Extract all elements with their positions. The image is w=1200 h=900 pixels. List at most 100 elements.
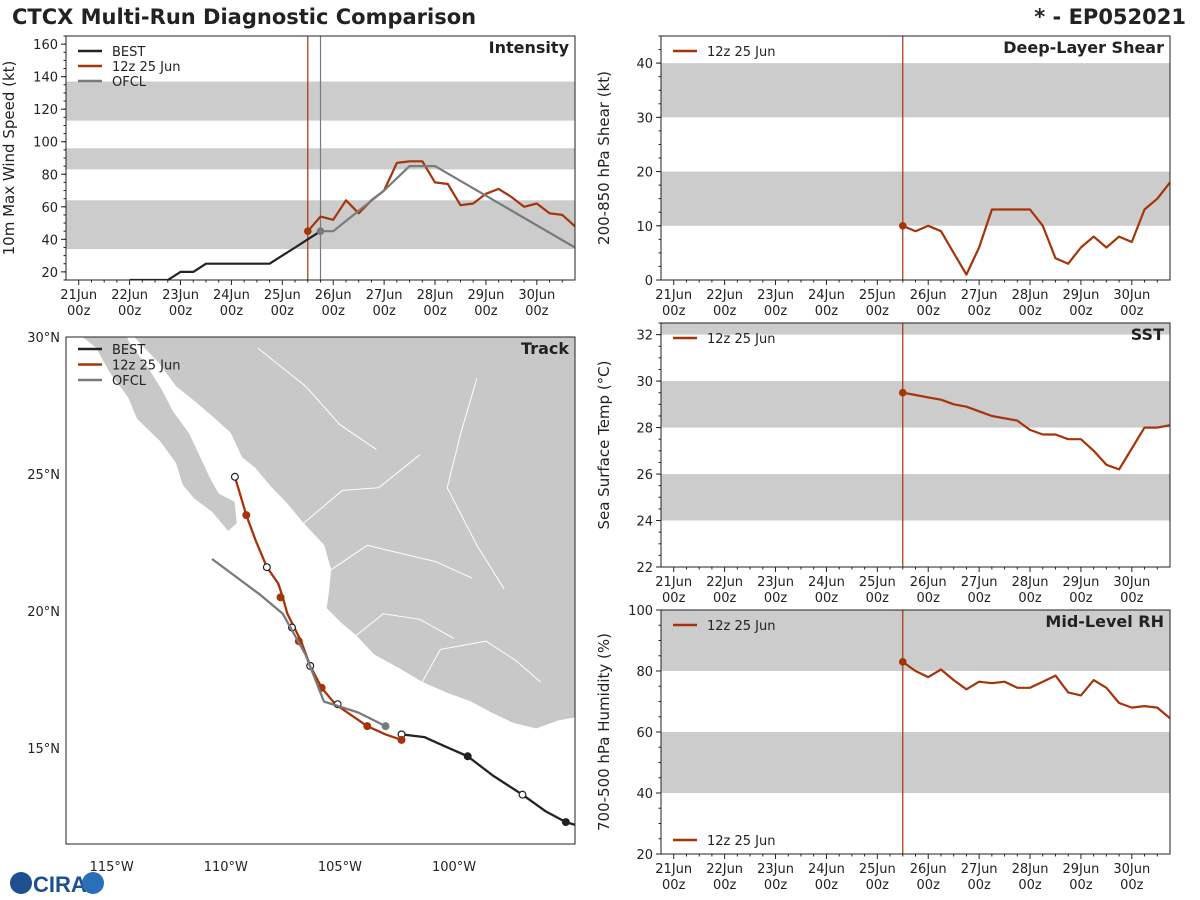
figure-title: CTCX Multi-Run Diagnostic Comparison (12, 5, 477, 29)
sst-panel: 22242628303221Jun00z22Jun00z23Jun00z24Ju… (595, 322, 1171, 606)
shear-band (661, 171, 1170, 226)
intensity-ytick-label: 60 (41, 201, 58, 216)
sst-ytick-label: 32 (636, 329, 653, 344)
sst-xtick-day: 30Jun (1113, 575, 1150, 590)
cira-globe-icon (10, 872, 32, 894)
intensity-xtick-day: 27Jun (366, 288, 403, 303)
shear-xtick-day: 30Jun (1113, 288, 1150, 303)
shear-xtick-hour: 00z (917, 304, 941, 319)
noaa-seal-icon (82, 872, 104, 894)
sst-band (661, 323, 1170, 335)
rh-xtick-day: 26Jun (910, 862, 947, 877)
track-ytick-label: 20°N (27, 605, 60, 620)
intensity-xtick-hour: 00z (118, 304, 142, 319)
shear-xtick-day: 25Jun (859, 288, 896, 303)
intensity-plot-area (66, 36, 575, 280)
rh-xtick-hour: 00z (764, 878, 788, 893)
sst-legend-label: 12z 25 Jun (707, 332, 776, 347)
sst-plot-area (661, 323, 1170, 567)
intensity-ytick-label: 140 (33, 71, 58, 86)
rh-ytick-label: 40 (636, 787, 653, 802)
shear-xtick-day: 27Jun (961, 288, 998, 303)
intensity-xtick-day: 23Jun (162, 288, 199, 303)
shear-xtick-day: 26Jun (910, 288, 947, 303)
sst-xtick-day: 25Jun (859, 575, 896, 590)
track-panel: 15°N 20°N 25°N 30°N 115°W 110°W 105°W 100°W Trac… (27, 331, 576, 875)
sst-xtick-hour: 00z (764, 591, 788, 606)
rh-xtick-hour: 00z (866, 878, 890, 893)
sst-xtick-hour: 00z (1018, 591, 1042, 606)
track-ytick-label: 25°N (27, 468, 60, 483)
shear-xtick-hour: 00z (1069, 304, 1093, 319)
sst-xtick-hour: 00z (917, 591, 941, 606)
rh-band (661, 732, 1170, 793)
track-series-12z-25-jun (233, 476, 402, 741)
track-ytick-label: 15°N (27, 742, 60, 757)
intensity-legend-label: BEST (112, 45, 145, 60)
rh-xtick-day: 21Jun (655, 862, 692, 877)
intensity-title: Intensity (489, 38, 570, 57)
state-border (257, 347, 377, 450)
intensity-xtick-hour: 00z (525, 304, 549, 319)
shear-xtick-hour: 00z (967, 304, 991, 319)
intensity-xtick-hour: 00z (67, 304, 91, 319)
intensity-series-ofcl (320, 165, 575, 249)
state-border (421, 640, 542, 683)
intensity-xtick-day: 28Jun (417, 288, 454, 303)
intensity-xtick-hour: 00z (423, 304, 447, 319)
rh-xtick-hour: 00z (815, 878, 839, 893)
track-legend-label: BEST (112, 343, 145, 358)
sst-ytick-label: 24 (636, 515, 653, 530)
shear-ytick-label: 0 (645, 274, 653, 289)
track-xtick-label: 115°W (90, 860, 134, 875)
rh-xtick-hour: 00z (713, 878, 737, 893)
track-legend-label: OFCL (112, 374, 147, 389)
state-border (330, 544, 473, 579)
track-xtick-label: 110°W (204, 860, 248, 875)
shear-xtick-hour: 00z (815, 304, 839, 319)
track-point-12z-25-jun (230, 472, 239, 481)
rh-xtick-day: 22Jun (706, 862, 743, 877)
shear-series-12z-25-jun (902, 181, 1170, 276)
track-title: Track (521, 339, 569, 358)
track-point-ofcl (381, 722, 390, 731)
rh-xtick-hour: 00z (967, 878, 991, 893)
track-map-area (81, 337, 575, 827)
sst-ytick-label: 22 (636, 561, 653, 576)
rh-legend-label-bottom: 12z 25 Jun (707, 834, 776, 849)
state-border (303, 454, 421, 524)
shear-band (661, 63, 1170, 118)
track-point-best (561, 818, 570, 827)
shear-panel: 01020304021Jun00z22Jun00z23Jun00z24Jun00… (595, 35, 1171, 319)
storm-id: * - EP052021 (1034, 5, 1186, 29)
sst-xtick-day: 21Jun (655, 575, 692, 590)
sst-xtick-hour: 00z (1120, 591, 1144, 606)
rh-ylabel: 700-500 hPa Humidity (%) (595, 633, 613, 831)
rh-band (661, 610, 1170, 671)
intensity-xtick-day: 24Jun (213, 288, 250, 303)
state-border (355, 613, 455, 639)
sst-title: SST (1131, 325, 1164, 344)
sst-band (661, 474, 1170, 521)
track-point-best (518, 790, 527, 799)
sst-frame (660, 322, 1171, 568)
track-point-12z-25-jun (262, 563, 271, 572)
intensity-xtick-day: 30Jun (518, 288, 555, 303)
rh-xtick-hour: 00z (1018, 878, 1042, 893)
sst-init-marker (898, 388, 907, 397)
intensity-series-best (129, 230, 322, 280)
shear-ytick-label: 20 (636, 166, 653, 181)
sst-ytick-label: 26 (636, 468, 653, 483)
intensity-ytick-label: 100 (33, 136, 58, 151)
shear-plot-area (661, 36, 1170, 280)
shear-xtick-hour: 00z (866, 304, 890, 319)
sst-xtick-day: 27Jun (961, 575, 998, 590)
rh-xtick-hour: 00z (1069, 878, 1093, 893)
intensity-xtick-hour: 00z (271, 304, 295, 319)
rh-xtick-day: 27Jun (961, 862, 998, 877)
state-border (446, 377, 505, 590)
intensity-ytick-label: 80 (41, 168, 58, 183)
intensity-ylabel: 10m Max Wind Speed (kt) (0, 61, 18, 256)
intensity-xtick-day: 29Jun (467, 288, 504, 303)
sst-xtick-hour: 00z (713, 591, 737, 606)
